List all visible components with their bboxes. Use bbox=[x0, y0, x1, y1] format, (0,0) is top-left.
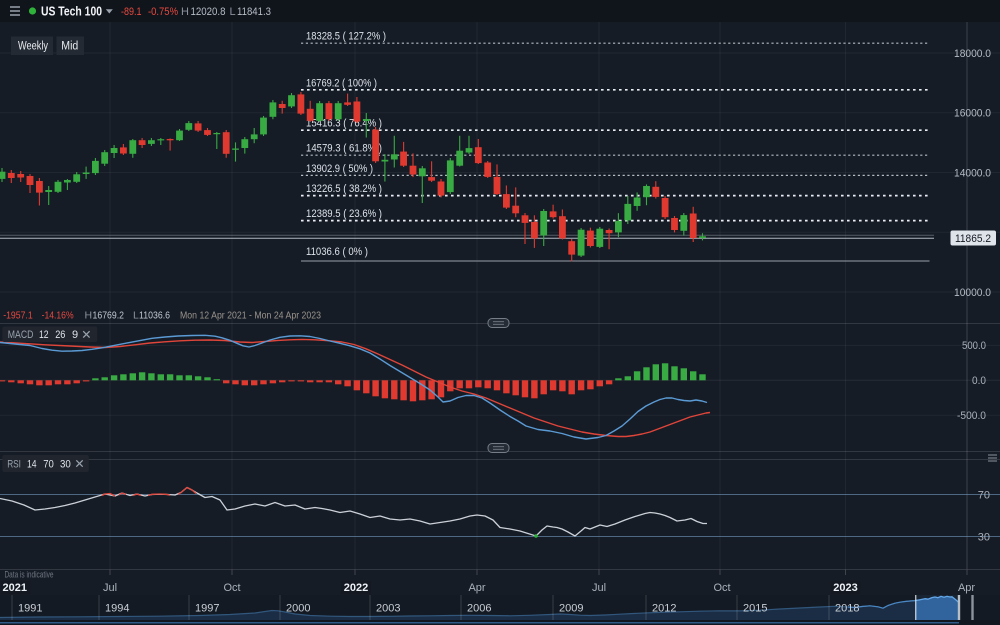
svg-text:Jul: Jul bbox=[103, 582, 117, 594]
svg-text:2023: 2023 bbox=[833, 582, 857, 594]
svg-text:2006: 2006 bbox=[467, 603, 491, 615]
svg-text:12: 12 bbox=[39, 329, 49, 341]
svg-text:2000: 2000 bbox=[286, 603, 310, 615]
svg-text:16000.0: 16000.0 bbox=[954, 108, 991, 120]
svg-text:Data is indicative: Data is indicative bbox=[5, 570, 54, 580]
svg-text:13226.5 ( 38.2% ): 13226.5 ( 38.2% ) bbox=[306, 183, 382, 195]
svg-text:Apr: Apr bbox=[958, 582, 975, 594]
svg-text:H: H bbox=[181, 6, 189, 18]
svg-text:2022: 2022 bbox=[344, 582, 368, 594]
svg-text:H: H bbox=[85, 310, 93, 322]
svg-text:14000.0: 14000.0 bbox=[954, 167, 991, 179]
svg-text:14579.3 ( 61.8% ): 14579.3 ( 61.8% ) bbox=[306, 143, 382, 155]
svg-text:RSI: RSI bbox=[7, 458, 21, 470]
svg-text:11841.3: 11841.3 bbox=[237, 6, 271, 18]
svg-text:30: 30 bbox=[978, 531, 990, 543]
svg-text:2003: 2003 bbox=[376, 603, 400, 615]
svg-text:MACD: MACD bbox=[8, 329, 34, 341]
svg-text:US Tech 100: US Tech 100 bbox=[41, 4, 102, 19]
svg-text:12020.8: 12020.8 bbox=[191, 6, 226, 18]
svg-text:Apr: Apr bbox=[468, 582, 485, 594]
svg-text:Mid: Mid bbox=[61, 41, 78, 53]
svg-text:9: 9 bbox=[72, 329, 78, 341]
svg-text:500.0: 500.0 bbox=[962, 340, 986, 352]
svg-text:12389.5 ( 23.6% ): 12389.5 ( 23.6% ) bbox=[306, 208, 382, 220]
svg-text:70: 70 bbox=[43, 458, 54, 470]
svg-text:1994: 1994 bbox=[105, 603, 129, 615]
svg-text:16769.2: 16769.2 bbox=[93, 310, 125, 322]
svg-text:-89.1: -89.1 bbox=[121, 6, 142, 18]
svg-text:11865.2: 11865.2 bbox=[955, 233, 991, 245]
svg-text:18328.5 ( 127.2% ): 18328.5 ( 127.2% ) bbox=[306, 31, 386, 43]
svg-text:-0.75%: -0.75% bbox=[148, 6, 178, 18]
svg-text:2009: 2009 bbox=[559, 603, 583, 615]
svg-text:70: 70 bbox=[978, 489, 990, 501]
svg-text:18000.0: 18000.0 bbox=[954, 48, 991, 60]
svg-text:2012: 2012 bbox=[652, 603, 676, 615]
svg-text:-1957.1: -1957.1 bbox=[3, 310, 33, 322]
svg-text:14: 14 bbox=[27, 458, 37, 470]
svg-text:10000.0: 10000.0 bbox=[954, 287, 991, 299]
svg-text:Oct: Oct bbox=[223, 582, 240, 594]
svg-text:Oct: Oct bbox=[713, 582, 730, 594]
svg-text:L: L bbox=[230, 6, 236, 18]
svg-text:-500.0: -500.0 bbox=[957, 410, 986, 422]
svg-text:11036.6 ( 0% ): 11036.6 ( 0% ) bbox=[306, 246, 368, 258]
svg-text:16769.2 ( 100% ): 16769.2 ( 100% ) bbox=[306, 77, 377, 89]
svg-text:Weekly: Weekly bbox=[18, 41, 48, 53]
svg-text:2021: 2021 bbox=[3, 582, 27, 594]
svg-text:2015: 2015 bbox=[743, 603, 767, 615]
svg-text:30: 30 bbox=[60, 458, 71, 470]
svg-text:L: L bbox=[133, 310, 139, 322]
svg-text:1991: 1991 bbox=[18, 603, 42, 615]
svg-text:Mon 12 Apr 2021 - Mon 24 Apr 2: Mon 12 Apr 2021 - Mon 24 Apr 2023 bbox=[180, 310, 321, 322]
svg-text:11036.6: 11036.6 bbox=[139, 310, 170, 322]
svg-text:Jul: Jul bbox=[592, 582, 606, 594]
svg-text:13902.9 ( 50% ): 13902.9 ( 50% ) bbox=[306, 163, 373, 175]
svg-text:26: 26 bbox=[55, 329, 65, 341]
svg-text:0.0: 0.0 bbox=[972, 375, 986, 387]
svg-text:-14.16%: -14.16% bbox=[42, 310, 74, 322]
svg-text:1997: 1997 bbox=[195, 603, 219, 615]
svg-text:2018: 2018 bbox=[835, 603, 859, 615]
